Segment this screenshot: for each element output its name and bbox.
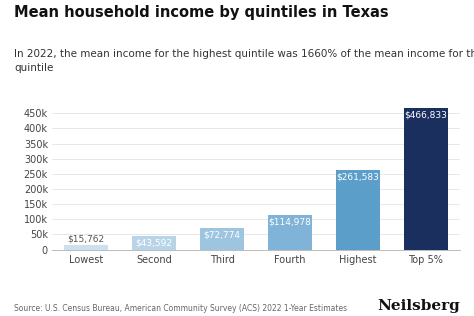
Bar xyxy=(200,228,244,250)
Bar xyxy=(268,215,312,250)
Bar xyxy=(336,170,380,250)
Text: $261,583: $261,583 xyxy=(337,173,379,182)
Text: Mean household income by quintiles in Texas: Mean household income by quintiles in Te… xyxy=(14,5,389,20)
Text: $466,833: $466,833 xyxy=(404,111,447,119)
Bar xyxy=(64,245,108,250)
Text: Neilsberg: Neilsberg xyxy=(377,299,460,313)
Bar xyxy=(132,236,176,250)
Text: $114,978: $114,978 xyxy=(268,217,311,226)
Text: $72,774: $72,774 xyxy=(203,230,240,239)
Text: Source: U.S. Census Bureau, American Community Survey (ACS) 2022 1-Year Estimate: Source: U.S. Census Bureau, American Com… xyxy=(14,304,347,313)
Text: $15,762: $15,762 xyxy=(68,235,105,244)
Text: In 2022, the mean income for the highest quintile was 1660% of the mean income f: In 2022, the mean income for the highest… xyxy=(14,49,474,73)
Text: $43,592: $43,592 xyxy=(136,239,173,248)
Bar xyxy=(404,108,448,250)
